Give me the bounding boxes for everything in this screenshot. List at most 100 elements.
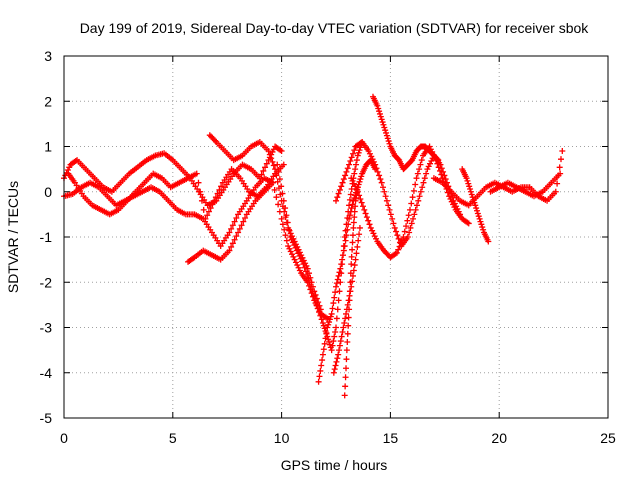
- data-point: [216, 186, 223, 193]
- data-point: [394, 232, 401, 239]
- data-point: [428, 157, 435, 164]
- data-point: [336, 342, 343, 349]
- data-point: [338, 333, 345, 340]
- data-point: [420, 179, 427, 186]
- data-point: [304, 272, 311, 279]
- data-point: [345, 314, 352, 321]
- data-point: [346, 215, 353, 222]
- data-point: [435, 164, 442, 171]
- data-point: [263, 160, 270, 167]
- data-point: [348, 205, 355, 212]
- data-point: [319, 319, 326, 326]
- data-point: [330, 338, 337, 345]
- y-tick-label: -3: [40, 320, 53, 336]
- data-point: [412, 181, 419, 188]
- data-point: [474, 210, 481, 217]
- data-point: [329, 342, 336, 349]
- data-point: [326, 338, 333, 345]
- data-point: [345, 322, 352, 329]
- data-point: [403, 223, 410, 230]
- data-point: [351, 208, 358, 215]
- data-point: [407, 224, 414, 231]
- data-point: [409, 194, 416, 201]
- data-point: [384, 135, 391, 142]
- data-point: [365, 148, 372, 155]
- data-point: [320, 322, 327, 329]
- data-point: [347, 270, 354, 277]
- data-point: [357, 176, 364, 183]
- data-point: [343, 365, 350, 372]
- data-point: [346, 161, 353, 168]
- y-tick-label: 2: [44, 93, 52, 109]
- data-point: [382, 127, 389, 134]
- data-point: [341, 243, 348, 250]
- data-point: [284, 219, 291, 226]
- data-point: [344, 165, 351, 172]
- data-point: [290, 253, 297, 260]
- series-track-12: [369, 93, 442, 173]
- data-point: [470, 196, 477, 203]
- data-point: [473, 205, 480, 212]
- data-point: [272, 166, 279, 173]
- data-point: [361, 206, 368, 213]
- data-point: [351, 214, 358, 221]
- data-point: [333, 358, 340, 365]
- data-point: [469, 194, 476, 201]
- data-point: [297, 255, 304, 262]
- data-point: [299, 258, 306, 265]
- data-point: [238, 222, 245, 229]
- data-point: [390, 220, 397, 227]
- data-point: [260, 167, 267, 174]
- series-track-14: [459, 166, 492, 245]
- data-point: [351, 262, 358, 269]
- data-point: [279, 190, 286, 197]
- data-point: [336, 269, 343, 276]
- data-point: [271, 186, 278, 193]
- data-point: [380, 184, 387, 191]
- data-point: [358, 173, 365, 180]
- data-point: [209, 201, 216, 208]
- data-point: [354, 188, 361, 195]
- data-point: [228, 243, 235, 250]
- data-point: [293, 247, 300, 254]
- data-point: [383, 197, 390, 204]
- data-point: [347, 191, 354, 198]
- data-point: [294, 262, 301, 269]
- data-point: [367, 224, 374, 231]
- data-point: [350, 180, 357, 187]
- data-point: [353, 157, 360, 164]
- data-point: [366, 150, 373, 157]
- data-point: [362, 210, 369, 217]
- data-point: [334, 306, 341, 313]
- data-point: [355, 149, 362, 156]
- data-point: [316, 309, 323, 316]
- data-point: [317, 367, 324, 374]
- data-point: [197, 188, 204, 195]
- data-point: [395, 246, 402, 253]
- data-point: [342, 237, 349, 244]
- data-point: [258, 171, 265, 178]
- data-point: [417, 188, 424, 195]
- data-point: [291, 242, 298, 249]
- data-point: [434, 156, 441, 163]
- data-point: [339, 252, 346, 259]
- data-point: [363, 214, 370, 221]
- data-point: [346, 297, 353, 304]
- data-point: [356, 231, 363, 238]
- data-point: [340, 176, 347, 183]
- data-point: [437, 167, 444, 174]
- data-point: [337, 338, 344, 345]
- data-point: [214, 190, 221, 197]
- series-track-7: [315, 157, 379, 385]
- data-point: [330, 300, 337, 307]
- x-tick-label: 5: [169, 430, 177, 446]
- data-point: [427, 160, 434, 167]
- data-point: [282, 232, 289, 239]
- data-point: [354, 152, 361, 159]
- data-point: [72, 157, 79, 164]
- data-point: [275, 168, 282, 175]
- data-point: [278, 183, 285, 190]
- data-point: [475, 213, 482, 220]
- data-point: [464, 219, 471, 226]
